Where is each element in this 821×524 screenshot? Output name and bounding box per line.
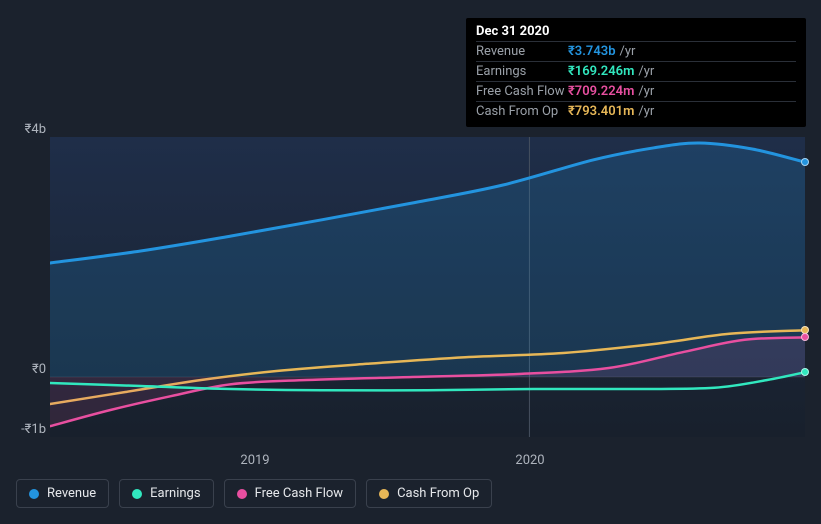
tooltip-date: Dec 31 2020: [476, 24, 796, 39]
tooltip-row-unit: /yr: [638, 104, 654, 119]
tooltip-row: Earnings₹169.246m/yr: [476, 61, 796, 81]
tooltip-row: Cash From Op₹793.401m/yr: [476, 101, 796, 121]
tooltip-row-unit: /yr: [620, 44, 636, 59]
y-axis-tick-label: ₹0: [16, 362, 46, 377]
tooltip-row-unit: /yr: [638, 64, 654, 79]
tooltip-row-label: Cash From Op: [476, 104, 568, 119]
financials-chart: [50, 137, 805, 437]
legend-item-free-cash-flow[interactable]: Free Cash Flow: [224, 479, 356, 508]
x-axis-tick-label: 2019: [240, 453, 269, 468]
x-axis-tick-label: 2020: [515, 453, 544, 468]
legend-item-label: Cash From Op: [397, 486, 479, 501]
series-end-marker: [801, 368, 809, 376]
tooltip-row-label: Earnings: [476, 64, 568, 79]
tooltip-row-unit: /yr: [638, 84, 654, 99]
tooltip-row-value: ₹3.743b: [568, 44, 616, 59]
legend-swatch-icon: [379, 489, 389, 499]
series-end-marker: [801, 158, 809, 166]
tooltip-row-label: Revenue: [476, 44, 568, 59]
legend-swatch-icon: [237, 489, 247, 499]
y-axis-tick-label: -₹1b: [16, 422, 46, 437]
legend-item-label: Earnings: [150, 486, 200, 501]
legend-item-cash-from-op[interactable]: Cash From Op: [366, 479, 492, 508]
series-end-marker: [801, 333, 809, 341]
legend-swatch-icon: [29, 489, 39, 499]
tooltip-row: Free Cash Flow₹709.224m/yr: [476, 81, 796, 101]
y-axis-tick-label: ₹4b: [16, 122, 46, 137]
chart-legend: Revenue Earnings Free Cash Flow Cash From O…: [16, 479, 492, 508]
legend-item-label: Free Cash Flow: [255, 486, 343, 501]
tooltip-row-value: ₹793.401m: [568, 104, 634, 119]
chart-tooltip: Dec 31 2020 Revenue₹3.743b/yrEarnings₹16…: [466, 18, 806, 127]
tooltip-row-value: ₹169.246m: [568, 64, 634, 79]
legend-item-revenue[interactable]: Revenue: [16, 479, 109, 508]
legend-item-label: Revenue: [47, 486, 96, 501]
tooltip-row-label: Free Cash Flow: [476, 84, 568, 99]
legend-swatch-icon: [132, 489, 142, 499]
tooltip-row-value: ₹709.224m: [568, 84, 634, 99]
tooltip-row: Revenue₹3.743b/yr: [476, 41, 796, 61]
legend-item-earnings[interactable]: Earnings: [119, 479, 213, 508]
